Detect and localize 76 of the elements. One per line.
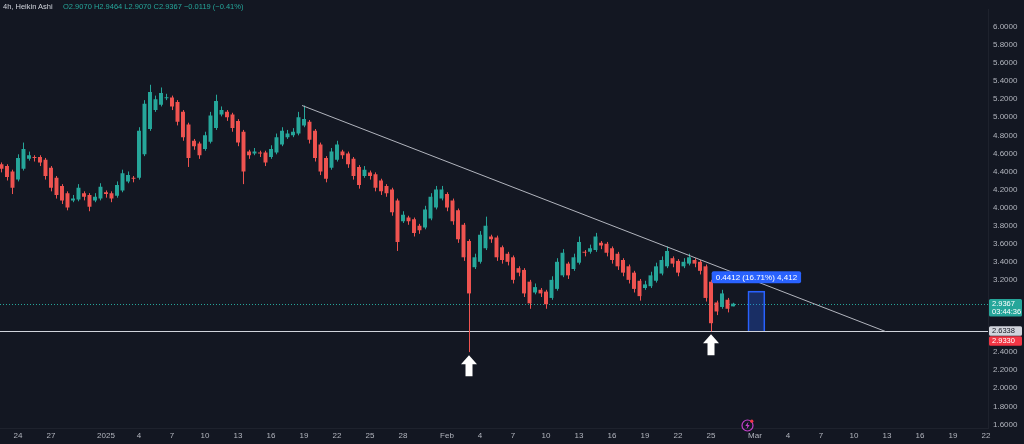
x-tick-label: 25 [706,431,716,440]
candlestick [654,262,658,284]
x-tick-label: 25 [365,431,375,440]
candlestick [511,254,515,284]
candlestick [621,257,625,277]
x-tick-label: 19 [948,431,959,440]
candlestick [544,289,548,310]
y-tick-label: 3.6000 [993,238,1019,248]
candlestick [390,187,394,217]
candlestick [423,205,427,230]
y-tick-label: 5.2000 [993,94,1019,104]
candlestick [434,185,438,210]
y-tick-label: 2.2000 [993,365,1019,375]
y-tick-label: 4.6000 [993,148,1019,158]
y-tick-label: 5.0000 [993,112,1019,122]
y-tick-label: 4.0000 [993,202,1019,212]
y-tick-label: 3.8000 [993,220,1019,230]
y-tick-label: 5.8000 [993,40,1019,50]
x-tick-label: Mar [748,431,763,440]
x-tick-label: Feb [440,431,455,440]
candlestick [16,153,20,182]
y-tick-label: 4.8000 [993,130,1019,140]
candlestick [159,86,163,107]
x-tick-label: 27 [46,431,56,440]
x-tick-label: 28 [398,431,408,440]
candlestick [203,131,207,152]
x-tick-label: 16 [607,431,617,440]
x-tick-label: 19 [640,431,650,440]
x-tick-label: 22 [332,431,342,440]
y-tick-label: 1.6000 [993,419,1019,429]
y-tick-label: 1.8000 [993,401,1019,411]
candlestick [357,164,361,190]
candlestick [60,183,64,205]
candlestick [324,155,328,183]
x-tick-label: 4 [785,431,791,440]
y-tick-label: 4.4000 [993,166,1019,176]
y-tick-label: 5.4000 [993,76,1019,86]
candlestick [665,245,669,269]
y-tick-label: 2.4000 [993,347,1019,357]
y-tick-label: 3.4000 [993,257,1019,267]
x-tick-label: 24 [13,431,23,440]
candlestick [522,267,526,298]
x-tick-label: 22 [981,431,992,440]
candlestick [280,126,284,147]
y-tick-label: 4.2000 [993,184,1019,194]
x-tick-label: 22 [673,431,683,440]
x-tick-label: 10 [200,431,210,440]
x-tick-label: 4 [136,431,142,440]
candlestick [302,105,306,128]
x-tick-label: 7 [510,431,516,440]
x-tick-label: 10 [849,431,860,440]
data-label: 0.4412 (16.71%) 4,412 [715,272,798,282]
candlestick [500,245,504,265]
x-tick-label: 4 [477,431,483,440]
candlestick [577,236,581,266]
x-tick-label: 7 [818,431,824,440]
x-tick-label: 19 [299,431,309,440]
candlestick [49,165,53,192]
y-tick-label: 6.0000 [993,22,1019,32]
candlestick [632,270,636,294]
candlestick [412,217,416,238]
candlestick [720,289,724,310]
candlestick [236,118,240,147]
y-tick-label: 2.0000 [993,383,1019,393]
x-tick-label: 13 [882,431,893,440]
y-tick-label: 5.6000 [993,58,1019,68]
x-tick-label: 2025 [97,431,116,440]
x-tick-label: 13 [233,431,243,440]
x-tick-label: 13 [574,431,584,440]
x-tick-label: 16 [266,431,276,440]
x-tick-label: 16 [915,431,926,440]
x-tick-label: 7 [169,431,175,440]
candlestick [445,191,449,212]
candlestick [335,140,339,163]
y-tick-label: 3.2000 [993,275,1019,285]
x-tick-label: 10 [541,431,551,440]
